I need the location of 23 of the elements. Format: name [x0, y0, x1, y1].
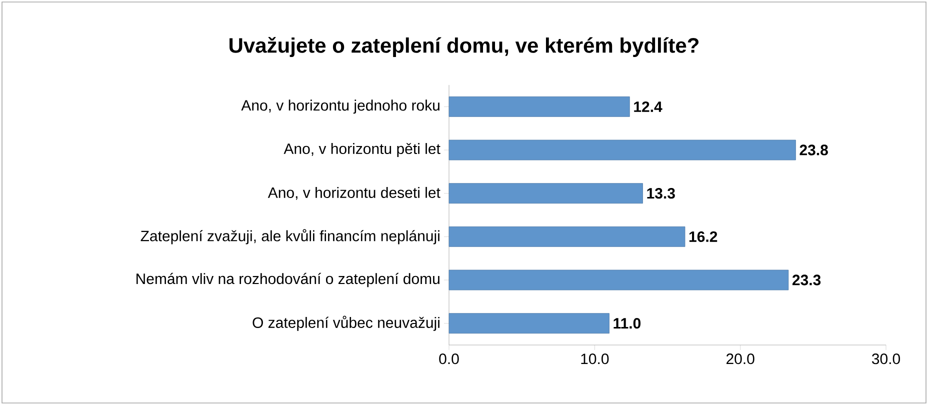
- bar: [448, 270, 789, 290]
- x-tick-label: 0.0: [439, 354, 459, 364]
- data-label: 16.2: [689, 231, 718, 242]
- y-tick-label: Nemám vliv na rozhodování o zateplení domu: [136, 272, 440, 288]
- data-label: 23.8: [800, 144, 828, 156]
- y-tick-label: Zateplení zvažuji, ale kvůli financím neplánuji: [140, 229, 440, 244]
- x-tick-label: 10.0: [581, 354, 609, 364]
- y-tick-label: Ano, v horizontu jednoho roku: [241, 100, 440, 114]
- x-tick-label: 30.0: [872, 354, 900, 364]
- data-label: 11.0: [614, 318, 641, 329]
- bar: [448, 96, 630, 117]
- y-tick-label: Ano, v horizontu pěti let: [284, 142, 440, 158]
- bar: [448, 313, 610, 334]
- bar: [448, 183, 643, 204]
- y-tick-label: Ano, v horizontu deseti let: [268, 186, 440, 200]
- data-label: 12.4: [634, 101, 662, 112]
- data-label: 23.3: [792, 274, 821, 286]
- bar: [448, 226, 686, 247]
- x-tick-label: 20.0: [726, 354, 754, 364]
- chart-title: Uvažujete o zateplení domu, ve kterém bydlíte?: [230, 36, 698, 58]
- bar: [448, 140, 796, 160]
- y-tick-label: O zateplení vůbec neuvažuji: [252, 316, 440, 331]
- data-label: 13.3: [647, 188, 675, 199]
